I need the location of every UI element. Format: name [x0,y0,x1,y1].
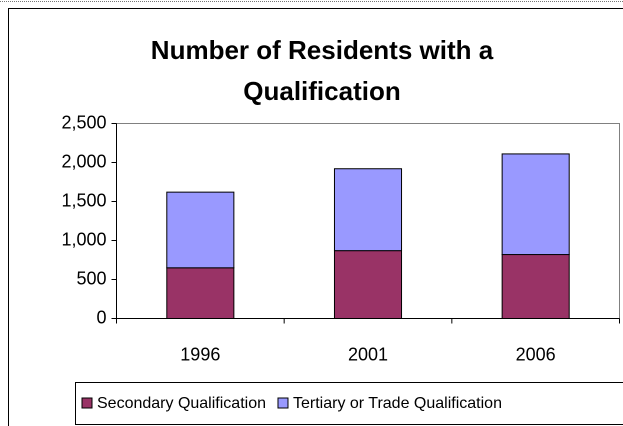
x-tick-label: 2001 [348,344,388,364]
legend-box [75,382,623,425]
legend-swatch [81,397,93,409]
x-tick-label: 2006 [516,344,556,364]
y-tick-label: 2,000 [61,151,106,171]
x-tick-label: 1996 [180,344,220,364]
y-tick-label: 1,000 [61,229,106,249]
bar-segment [501,254,570,319]
bar-segment [333,168,403,252]
legend-swatch [277,397,289,409]
chart-title: Number of Residents with a Qualification [150,35,494,106]
bar-segment [166,191,235,269]
y-tick-label: 1,500 [61,190,106,210]
legend-label: Tertiary or Trade Qualification [293,395,502,412]
bar-segment [166,267,235,319]
y-tick-label: 500 [76,268,106,288]
bar-segment [501,153,570,256]
y-tick-label: 2,500 [61,112,106,132]
bar-segment [333,250,403,319]
legend-label: Secondary Qualification [97,395,266,412]
y-tick-label: 0 [96,307,106,327]
